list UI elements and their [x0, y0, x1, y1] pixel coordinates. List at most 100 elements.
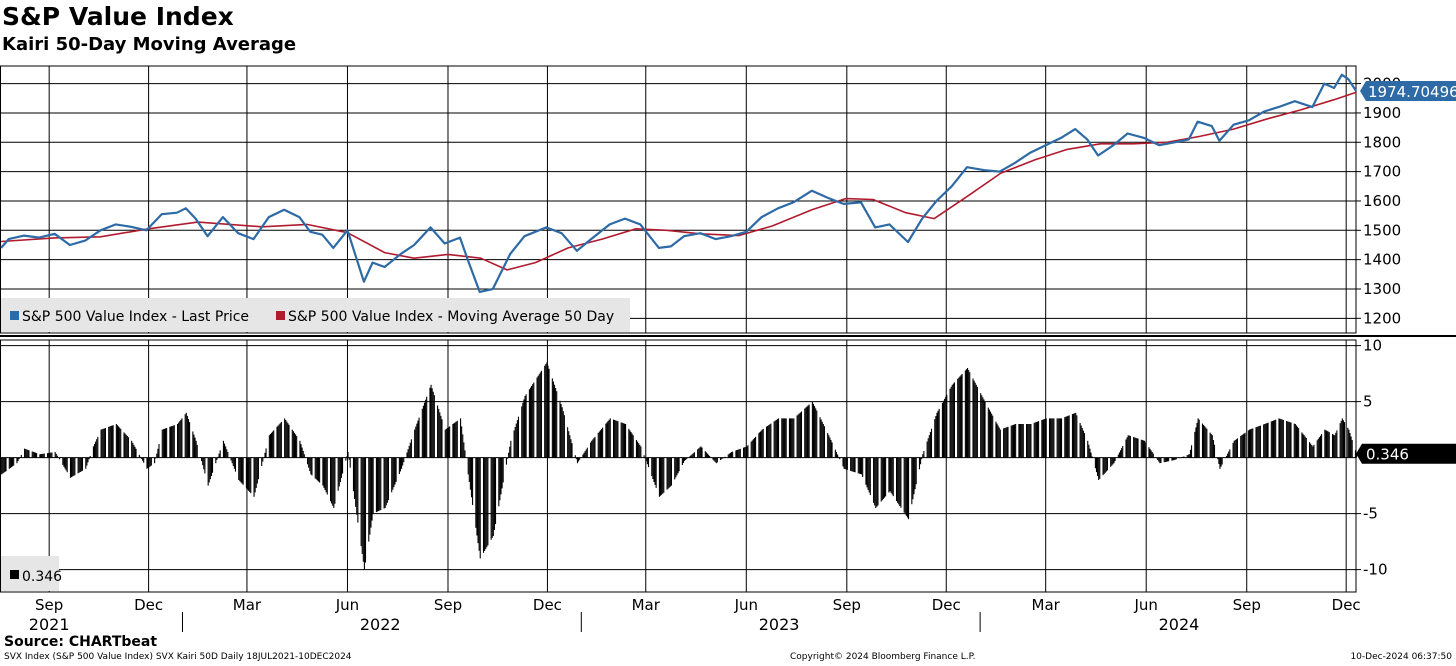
kairi-bar [1333, 434, 1335, 458]
kairi-bar [1043, 419, 1045, 458]
kairi-bar [393, 457, 395, 488]
kairi-bar [890, 457, 892, 493]
kairi-bar [898, 457, 900, 505]
kairi-bar [154, 457, 156, 464]
kairi-bar [439, 412, 441, 458]
kairi-bar [1312, 446, 1314, 458]
kairi-bar [149, 457, 151, 467]
kairi-bar [1175, 457, 1177, 460]
kairi-bar [372, 457, 374, 514]
kairi-bar [982, 397, 984, 458]
kairi-bar [1174, 457, 1176, 460]
kairi-bar [329, 457, 332, 502]
kairi-bar [1075, 412, 1077, 458]
kairi-bar [1311, 445, 1313, 458]
kairi-bar [575, 457, 577, 460]
kairi-bar [783, 418, 785, 458]
kairi-bar [123, 432, 125, 458]
kairi-bar [57, 457, 60, 459]
kairi-bar [268, 435, 270, 458]
kairi-bar [1128, 435, 1130, 458]
kairi-bar [380, 457, 382, 511]
kairi-bar [1295, 425, 1298, 458]
kairi-bar [972, 378, 974, 458]
kairi-bar [1033, 422, 1035, 458]
kairi-bar [1235, 439, 1237, 458]
ytick-label-top-3: 1500 [1363, 221, 1401, 239]
kairi-bar [1350, 436, 1352, 458]
kairi-bar [18, 457, 20, 460]
kairi-bar [462, 434, 464, 458]
kairi-bar [370, 457, 372, 528]
kairi-bar [1251, 428, 1253, 458]
kairi-bar [116, 425, 119, 458]
kairi-bar [208, 457, 210, 483]
kairi-bar [968, 370, 970, 458]
kairi-bar [1156, 457, 1158, 459]
kairi-bar [645, 457, 647, 462]
kairi-bar [617, 421, 619, 458]
kairi-bar [1022, 424, 1024, 458]
kairi-bar [681, 457, 683, 466]
kairi-bar [888, 457, 890, 493]
kairi-bar [1281, 419, 1283, 458]
kairi-bar [561, 407, 563, 458]
kairi-bar [148, 457, 150, 468]
kairi-bar [147, 457, 149, 468]
kairi-bar [1324, 429, 1326, 458]
kairi-bar [383, 457, 385, 509]
kairi-bar [1233, 440, 1235, 458]
kairi-bar [225, 446, 227, 458]
kairi-bar [479, 457, 481, 559]
kairi-bar [1144, 440, 1146, 458]
kairi-bar [1275, 419, 1277, 458]
kairi-bar [905, 457, 907, 516]
kairi-bar [1095, 457, 1098, 473]
kairi-bar [1142, 440, 1145, 458]
kairi-bar [64, 457, 66, 469]
kairi-bar [1067, 415, 1069, 458]
kairi-bar [1042, 419, 1044, 458]
kairi-bar [846, 457, 848, 470]
kairi-bar [1194, 431, 1196, 458]
kairi-bar [89, 456, 91, 458]
kairi-bar [472, 457, 474, 505]
kairi-bar [965, 369, 968, 458]
kairi-bar [342, 457, 344, 474]
kairi-bar [315, 457, 317, 480]
kairi-bar [185, 412, 187, 458]
kairi-bar [177, 424, 179, 458]
kairi-bar [735, 450, 737, 458]
kairi-bar [921, 457, 923, 460]
kairi-bar [1220, 457, 1222, 467]
kairi-bar [446, 428, 449, 458]
kairi-bar [701, 447, 703, 458]
kairi-bar [674, 457, 676, 480]
kairi-bar [1133, 437, 1135, 458]
kairi-bar [850, 457, 852, 471]
kairi-bar [80, 457, 82, 472]
kairi-bar [1347, 427, 1349, 458]
kairi-bar [869, 457, 871, 496]
kairi-bar [568, 431, 570, 458]
kairi-bar [828, 435, 830, 458]
kairi-bar [775, 419, 777, 458]
kairi-bar [1342, 420, 1344, 458]
kairi-bar [1348, 429, 1350, 458]
kairi-bar [1201, 423, 1204, 458]
xtick-label-11: Jun [1133, 596, 1157, 614]
kairi-bar [1029, 424, 1031, 458]
kairi-bar [620, 422, 622, 458]
kairi-bar [1088, 444, 1090, 458]
kairi-bar [639, 444, 641, 458]
kairi-bar [997, 425, 999, 458]
kairi-bar [50, 452, 52, 458]
ytick-label-bottom-1: 5 [1363, 393, 1373, 411]
kairi-bar [635, 440, 638, 458]
kairi-bar [468, 457, 470, 483]
kairi-bar [1171, 457, 1173, 461]
kairi-bar [17, 457, 19, 462]
kairi-bar [1188, 454, 1190, 458]
kairi-bar [487, 457, 489, 546]
kairi-bar [868, 457, 870, 493]
